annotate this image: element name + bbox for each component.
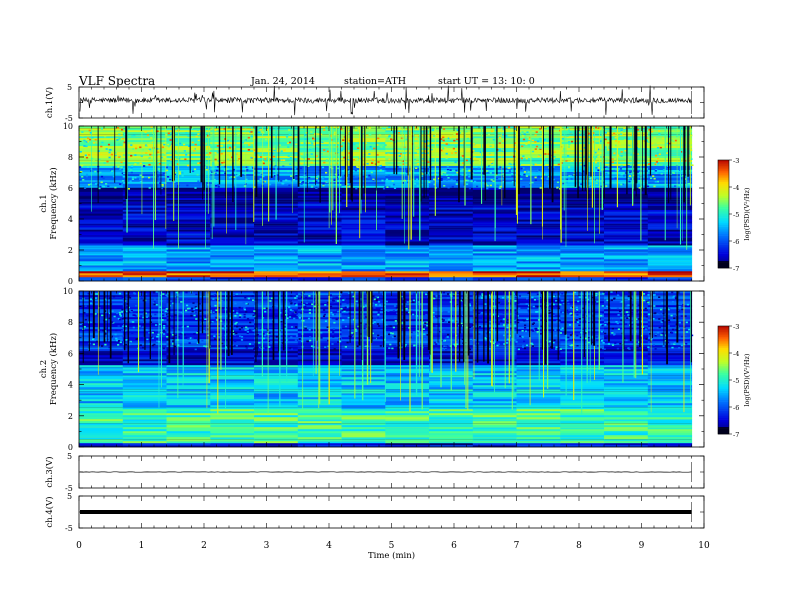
ch1-spectrogram-cb-tick-1: -4 [733, 184, 739, 192]
ch1-waveform-ylabel: ch.1(V) [44, 87, 55, 118]
xtick-5: 5 [389, 541, 395, 551]
ch2-spectrogram-cb-tick-0: -3 [733, 323, 739, 331]
ch2-spectrogram-cb-tick-2: -5 [733, 377, 739, 385]
ch2-spectrogram-ytick-10: 10 [63, 287, 73, 296]
ch2-spectrogram-image [79, 291, 694, 448]
ch1-spectrogram-cb-tick-3: -6 [733, 238, 739, 246]
ch1-spectrogram-ytick-0: 0 [68, 277, 73, 286]
ch4-waveform-trace [80, 502, 692, 522]
ch3-waveform-trace [79, 462, 692, 482]
ch2-spectrogram-colorbar: -3 -4 -5 -6 -7 log(PSD)(V²/Hz) [717, 323, 751, 439]
ch2-spectrogram-cb-tick-3: -6 [733, 404, 739, 412]
ch1-waveform-line [79, 85, 692, 116]
xtick-10: 10 [698, 541, 710, 551]
ch1-spectrogram-cb-label: log(PSD)(V²/Hz) [743, 187, 751, 240]
ch1-spectrogram-image [79, 125, 694, 282]
xtick-1: 1 [139, 541, 145, 551]
xtick-4: 4 [326, 541, 332, 551]
ch3-waveform-ytick-bottom: -5 [65, 484, 73, 493]
ch2-spectrogram-ytick-8: 8 [68, 318, 73, 327]
xtick-7: 7 [514, 541, 520, 551]
ch2-spectrogram-ytick-2: 2 [68, 412, 73, 421]
ch1-spectrogram-cb-tick-4: -7 [733, 265, 739, 273]
ch4-waveform-ytick-bottom: -5 [65, 524, 73, 533]
ch1-spectrogram-ytick-6: 6 [68, 184, 73, 193]
ch2-spectrogram-cb-tick-4: -7 [733, 431, 739, 439]
xtick-3: 3 [264, 541, 270, 551]
xtick-0: 0 [76, 541, 82, 551]
ch1-spectrogram-colorbar: -3 -4 -5 -6 -7 log(PSD)(V²/Hz) [717, 157, 751, 273]
ch1-spectrogram-ylabel-channel: ch.1 [39, 194, 49, 212]
xtick-2: 2 [201, 541, 207, 551]
ch2-spectrogram-cb-tick-1: -4 [733, 350, 739, 358]
ch2-spectrogram-ytick-6: 6 [68, 349, 73, 358]
ch1-waveform-ytick-bottom: -5 [65, 114, 73, 123]
ch2-spectrogram-ylabel-freq: Frequency (kHz) [48, 333, 59, 405]
ch4-waveform-band [80, 510, 692, 514]
ch1-spectrogram-cb-tick-0: -3 [733, 157, 739, 165]
ch3-waveform-ylabel: ch.3(V) [44, 456, 55, 487]
ch1-spectrogram-cb-tick-2: -5 [733, 211, 739, 219]
ch4-waveform-ytick-top: 5 [67, 492, 72, 501]
x-axis-label: Time (min) [368, 550, 415, 561]
ch2-spectrogram-cb-label: log(PSD)(V²/Hz) [743, 353, 751, 406]
ch1-waveform-trace [79, 85, 692, 116]
xtick-8: 8 [576, 541, 582, 551]
start-time-label: start UT = 13: 10: 0 [438, 76, 535, 87]
ch1-spectrogram-ytick-8: 8 [68, 153, 73, 162]
ch1-spectrogram-ytick-10: 10 [63, 122, 73, 131]
ch4-waveform-ylabel: ch.4(V) [44, 496, 55, 527]
xtick-6: 6 [451, 541, 457, 551]
chart-title: VLF Spectra [79, 74, 156, 88]
date-label: Jan. 24, 2014 [251, 76, 315, 87]
ch1-spectrogram-ytick-4: 4 [68, 215, 73, 224]
ch2-spectrogram-ytick-0: 0 [68, 443, 73, 452]
ch1-spectrogram-ylabel-freq: Frequency (kHz) [48, 167, 59, 239]
ch1-waveform-ytick-top: 5 [67, 83, 72, 92]
station-label: station=ATH [344, 76, 406, 87]
xtick-9: 9 [639, 541, 645, 551]
ch1-spectrogram-ytick-2: 2 [68, 246, 73, 255]
ch3-waveform-ytick-top: 5 [67, 452, 72, 461]
ch2-spectrogram-ytick-4: 4 [68, 381, 73, 390]
ch2-spectrogram-ylabel-channel: ch.2 [39, 360, 49, 378]
